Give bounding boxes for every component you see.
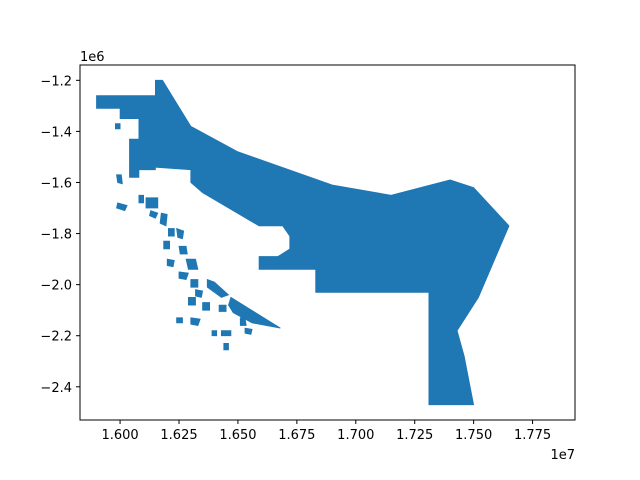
northwest-block [96, 95, 156, 178]
islet-1 [115, 123, 121, 130]
y-tick-label: −2.0 [40, 279, 72, 294]
islet-25 [211, 330, 218, 337]
islet-3 [116, 202, 128, 212]
y-tick-label: −1.8 [40, 228, 72, 243]
x-tick-label: 1.650 [219, 428, 256, 443]
islet-5 [145, 197, 159, 209]
x-axis-offset-label: 1e7 [550, 448, 575, 463]
y-axis-offset-label: 1e6 [80, 50, 105, 65]
x-axis: 1.600 1.625 1.650 1.675 1.700 1.725 1.750 1.775 [101, 420, 551, 443]
islet-12 [185, 258, 199, 270]
islet-8 [167, 228, 175, 237]
x-tick-label: 1.675 [278, 428, 315, 443]
islet-28 [223, 342, 229, 351]
islet-7 [159, 212, 168, 227]
islet-18 [187, 296, 196, 306]
islet-2 [116, 174, 123, 185]
islet-22 [176, 317, 183, 324]
y-tick-label: −1.2 [40, 74, 72, 89]
islet-17 [195, 289, 204, 298]
islet-19 [202, 302, 211, 311]
islet-26 [220, 330, 232, 337]
islet-20 [218, 304, 227, 312]
islet-10 [163, 240, 171, 250]
islet-21 [190, 317, 201, 326]
islet-14 [178, 271, 189, 280]
islet-4 [138, 194, 145, 204]
y-tick-label: −2.2 [40, 330, 72, 345]
x-tick-label: 1.750 [455, 428, 492, 443]
y-tick-label: −1.6 [40, 176, 72, 191]
islet-24 [239, 317, 247, 326]
mainland-region [154, 79, 510, 406]
islet-16 [206, 278, 230, 298]
islet-23 [228, 296, 281, 329]
x-tick-label: 1.725 [396, 428, 433, 443]
x-tick-label: 1.700 [337, 428, 374, 443]
x-tick-label: 1.600 [101, 428, 138, 443]
x-tick-label: 1.625 [160, 428, 197, 443]
islet-15 [190, 279, 199, 288]
islet-13 [166, 258, 175, 268]
y-tick-label: −1.4 [40, 125, 72, 140]
map-shapes [96, 79, 510, 406]
islet-6 [149, 210, 159, 219]
axes-frame [79, 64, 576, 421]
x-tick-label: 1.775 [514, 428, 551, 443]
y-tick-label: −2.4 [40, 381, 72, 396]
islet-27 [244, 327, 253, 335]
islet-9 [176, 227, 185, 240]
islet-11 [178, 245, 188, 255]
y-axis: −1.2 −1.4 −1.6 −1.8 −2.0 −2.2 −2.4 [40, 74, 80, 396]
